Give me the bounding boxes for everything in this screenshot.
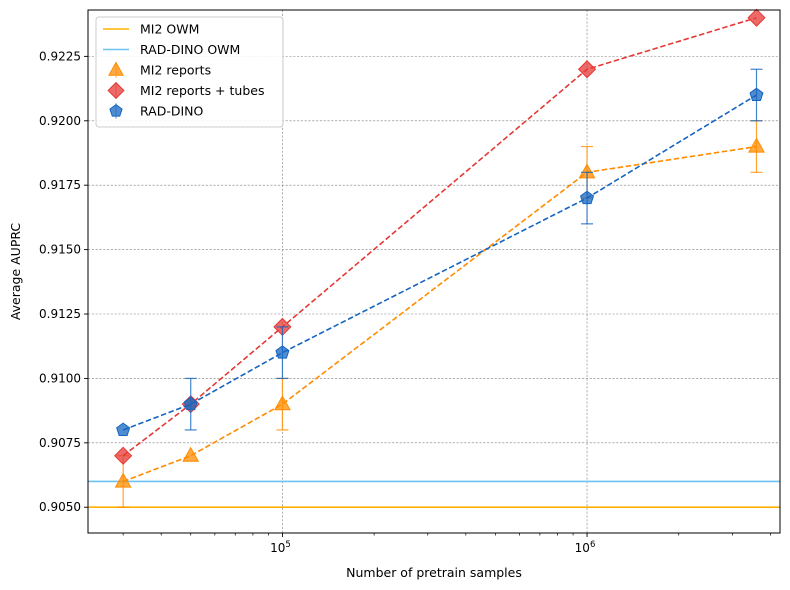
y-tick-label: 0.9075	[39, 436, 81, 450]
legend-marker-swatch	[109, 104, 123, 117]
y-tick-label: 0.9225	[39, 49, 81, 63]
legend-entry: MI2 reports	[108, 61, 211, 78]
series-line	[122, 94, 757, 431]
data-point	[114, 472, 132, 488]
legend-label: MI2 reports + tubes	[140, 83, 264, 98]
legend-marker-swatch	[107, 81, 125, 100]
data-point	[748, 137, 765, 153]
legend-marker-swatch	[108, 61, 124, 76]
legend-entry: MI2 reports + tubes	[107, 81, 264, 100]
legend-box	[95, 16, 284, 128]
x-tick-label: 105	[270, 540, 291, 555]
y-tick-label: 0.9125	[39, 307, 81, 321]
y-tick-label: 0.9200	[39, 114, 81, 128]
data-point	[116, 422, 131, 436]
data-point	[273, 395, 291, 411]
series-pentagon	[116, 68, 764, 436]
reference-lines	[88, 480, 780, 509]
data-point	[183, 396, 198, 411]
data-point	[577, 60, 597, 79]
plot-frame	[87, 9, 781, 534]
data-point	[182, 446, 200, 462]
legend-entry: RAD-DINO	[109, 103, 204, 119]
legend-entry: RAD-DINO OWM	[103, 42, 240, 57]
x-tick-label: 106	[575, 540, 596, 555]
data-point	[747, 8, 766, 27]
legend-label: MI2 OWM	[140, 22, 199, 37]
y-tick-label: 0.9175	[39, 178, 81, 192]
legend: MI2 OWM RAD-DINO OWM MI2 reports MI2 report…	[95, 16, 284, 128]
legend-label: RAD-DINO	[140, 104, 204, 119]
y-axis-label: Average AUPRC	[8, 223, 23, 321]
x-axis-label: Number of pretrain samples	[346, 565, 522, 580]
data-point	[749, 87, 764, 102]
y-tick-label: 0.9050	[39, 500, 81, 514]
data-point	[579, 190, 595, 205]
legend-label: MI2 reports	[140, 63, 211, 78]
legend-entry: MI2 OWM	[103, 22, 199, 37]
data-point	[114, 446, 133, 465]
y-tick-label: 0.9100	[39, 371, 81, 385]
legend-label: RAD-DINO OWM	[140, 42, 240, 57]
series	[114, 8, 766, 508]
y-tick-label: 0.9150	[39, 243, 81, 257]
data-point	[275, 345, 290, 359]
